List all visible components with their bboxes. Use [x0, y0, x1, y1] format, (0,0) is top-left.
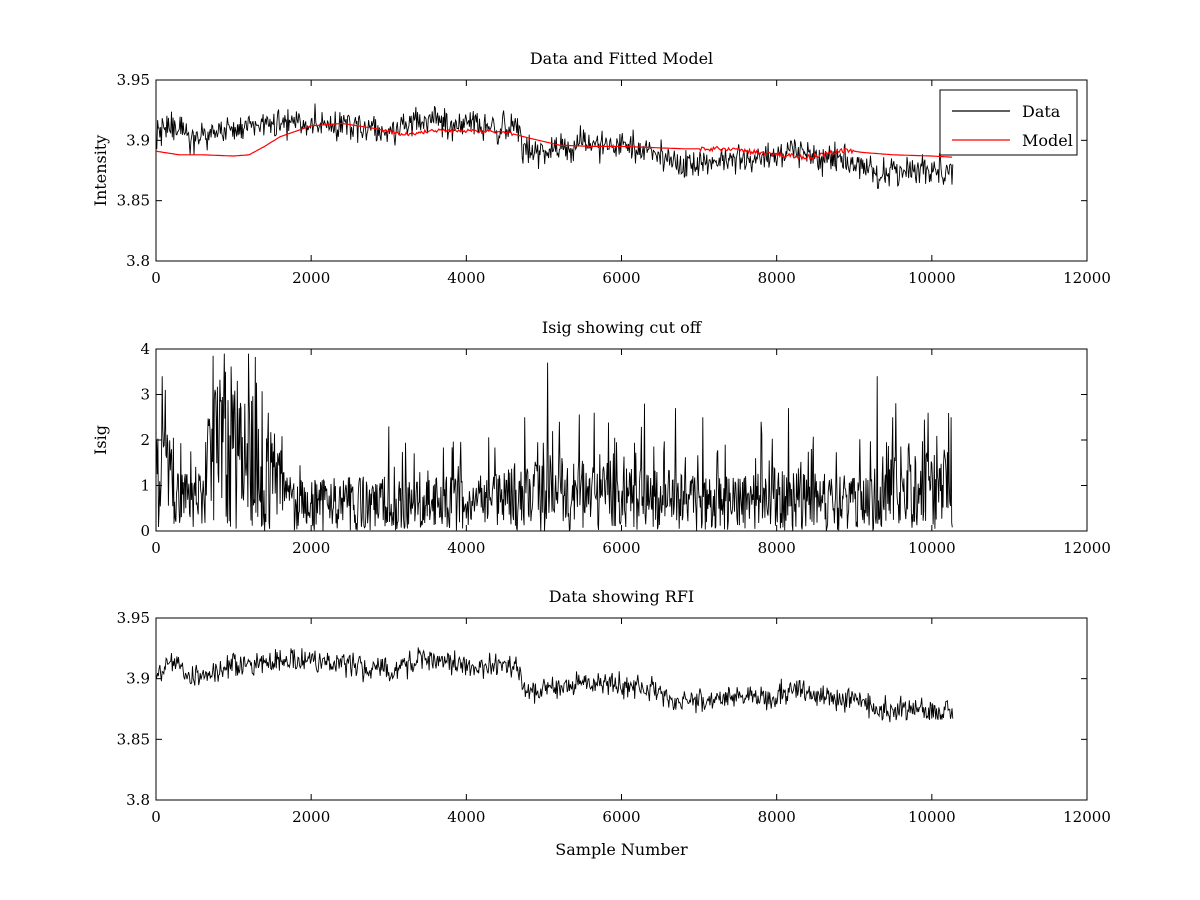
y-tick-label: 3.8 [126, 252, 150, 270]
x-tick-label: 4000 [447, 539, 485, 557]
y-tick-label: 3.95 [117, 71, 150, 89]
x-tick-label: 12000 [1063, 539, 1111, 557]
legend-label-model: Model [1022, 131, 1073, 150]
x-tick-label: 2000 [292, 808, 330, 826]
y-tick-label: 1 [140, 477, 150, 495]
x-tick-label: 8000 [758, 269, 796, 287]
subplot-1: 0 2000 4000 6000 8000 10000 12000 3.8 3.85 3.9 3.9… [91, 49, 1111, 287]
series-line-model [156, 122, 953, 161]
x-tick-label: 12000 [1063, 269, 1111, 287]
subplot-title: Data and Fitted Model [530, 49, 713, 68]
y-tick-label: 3.8 [126, 791, 150, 809]
y-tick-label: 3.9 [126, 670, 150, 688]
y-tick-label: 4 [140, 340, 150, 358]
subplot-2: 0 2000 4000 6000 8000 10000 12000 0 1 2 3 4 Isig sho… [91, 318, 1111, 557]
legend-box [939, 89, 1078, 156]
legend-label-data: Data [1022, 102, 1061, 121]
y-tick-label: 2 [140, 431, 150, 449]
plot-area [156, 103, 954, 189]
x-tick-label: 6000 [602, 539, 640, 557]
x-tick-label: 0 [151, 269, 161, 287]
x-tick-label: 8000 [758, 539, 796, 557]
axes-frame [155, 617, 1088, 801]
series-line-3-1 [156, 647, 954, 723]
y-tick-label: 3.85 [117, 730, 150, 748]
series-line-2-1 [156, 353, 953, 531]
y-tick-label: 3 [140, 386, 150, 404]
subplot-title: Isig showing cut off [542, 318, 703, 337]
subplot-3: 0 2000 4000 6000 8000 10000 12000 3.8 3.85 3.9 3.9… [117, 587, 1111, 859]
x-tick-label: 0 [151, 539, 161, 557]
x-tick-label: 4000 [447, 269, 485, 287]
x-tick-label: 0 [151, 808, 161, 826]
y-tick-label: 0 [140, 522, 150, 540]
x-tick-label: 2000 [292, 539, 330, 557]
x-tick-label: 4000 [447, 808, 485, 826]
x-tick-label: 8000 [758, 808, 796, 826]
y-tick-label: 3.95 [117, 609, 150, 627]
x-tick-label: 2000 [292, 269, 330, 287]
x-tick-label: 12000 [1063, 808, 1111, 826]
x-tick-label: 10000 [908, 808, 956, 826]
y-tick-label: 3.85 [117, 192, 150, 210]
x-tick-label: 6000 [602, 808, 640, 826]
x-axis-label: Sample Number [555, 840, 688, 859]
y-tick-label: 3.9 [126, 131, 150, 149]
y-axis-label: Isig [91, 425, 110, 455]
x-tick-label: 10000 [908, 269, 956, 287]
x-tick-label: 10000 [908, 539, 956, 557]
plot-area [156, 647, 954, 723]
x-tick-label: 6000 [602, 269, 640, 287]
legend: Data Model [939, 89, 1078, 156]
plot-area [156, 353, 953, 531]
subplot-title: Data showing RFI [549, 587, 694, 606]
y-axis-label: Intensity [91, 135, 110, 207]
